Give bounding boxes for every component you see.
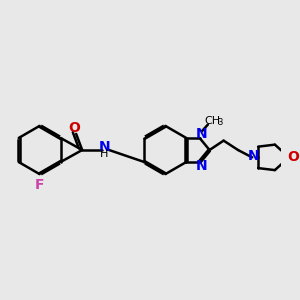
- Text: CH: CH: [204, 116, 220, 125]
- Text: N: N: [248, 149, 260, 163]
- Text: N: N: [196, 159, 208, 173]
- Text: N: N: [98, 140, 110, 154]
- Text: O: O: [287, 150, 299, 164]
- Text: O: O: [68, 121, 80, 135]
- Text: 3: 3: [217, 118, 222, 127]
- Text: H: H: [100, 149, 109, 159]
- Text: F: F: [35, 178, 44, 193]
- Text: N: N: [196, 127, 208, 141]
